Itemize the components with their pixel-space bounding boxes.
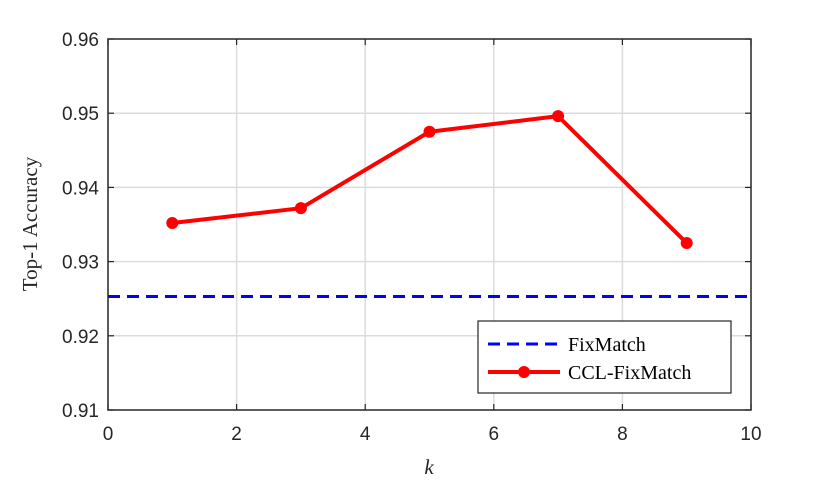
x-tick-label: 0 [103,424,114,445]
grid-lines [108,39,751,410]
x-tick-labels: 0 2 4 6 8 10 [103,424,762,445]
data-point-ccl-fixmatch [552,110,565,123]
legend-box [477,320,732,394]
x-tick-label: 2 [231,424,242,445]
x-axis-label: k [424,455,434,479]
x-tick-label: 6 [489,424,500,445]
legend-marker-ccl-fixmatch [518,366,530,378]
x-tick-label: 4 [360,424,371,445]
legend-label-ccl-fixmatch: CCL-FixMatch [568,362,691,384]
y-tick-label: 0.91 [62,401,99,422]
y-axis-label: Top-1 Accuracy [18,156,42,291]
series-layer [108,110,751,298]
y-tick-label: 0.92 [62,327,99,348]
data-point-ccl-fixmatch [166,217,179,230]
y-tick-label: 0.93 [62,253,99,274]
data-point-ccl-fixmatch [680,237,693,250]
x-tick-label: 8 [617,424,628,445]
x-tick-label: 10 [740,424,761,445]
data-point-ccl-fixmatch [423,125,436,138]
data-point-ccl-fixmatch [294,202,307,215]
legend: FixMatch CCL-FixMatch [477,320,732,394]
y-tick-label: 0.96 [62,30,99,51]
plot-frame [107,38,752,411]
y-tick-label: 0.95 [62,104,99,125]
y-tick-labels: 0.91 0.92 0.93 0.94 0.95 0.96 [62,30,99,422]
y-tick-label: 0.94 [62,178,99,199]
axis-ticks [107,38,752,411]
legend-label-fixmatch: FixMatch [568,334,646,356]
